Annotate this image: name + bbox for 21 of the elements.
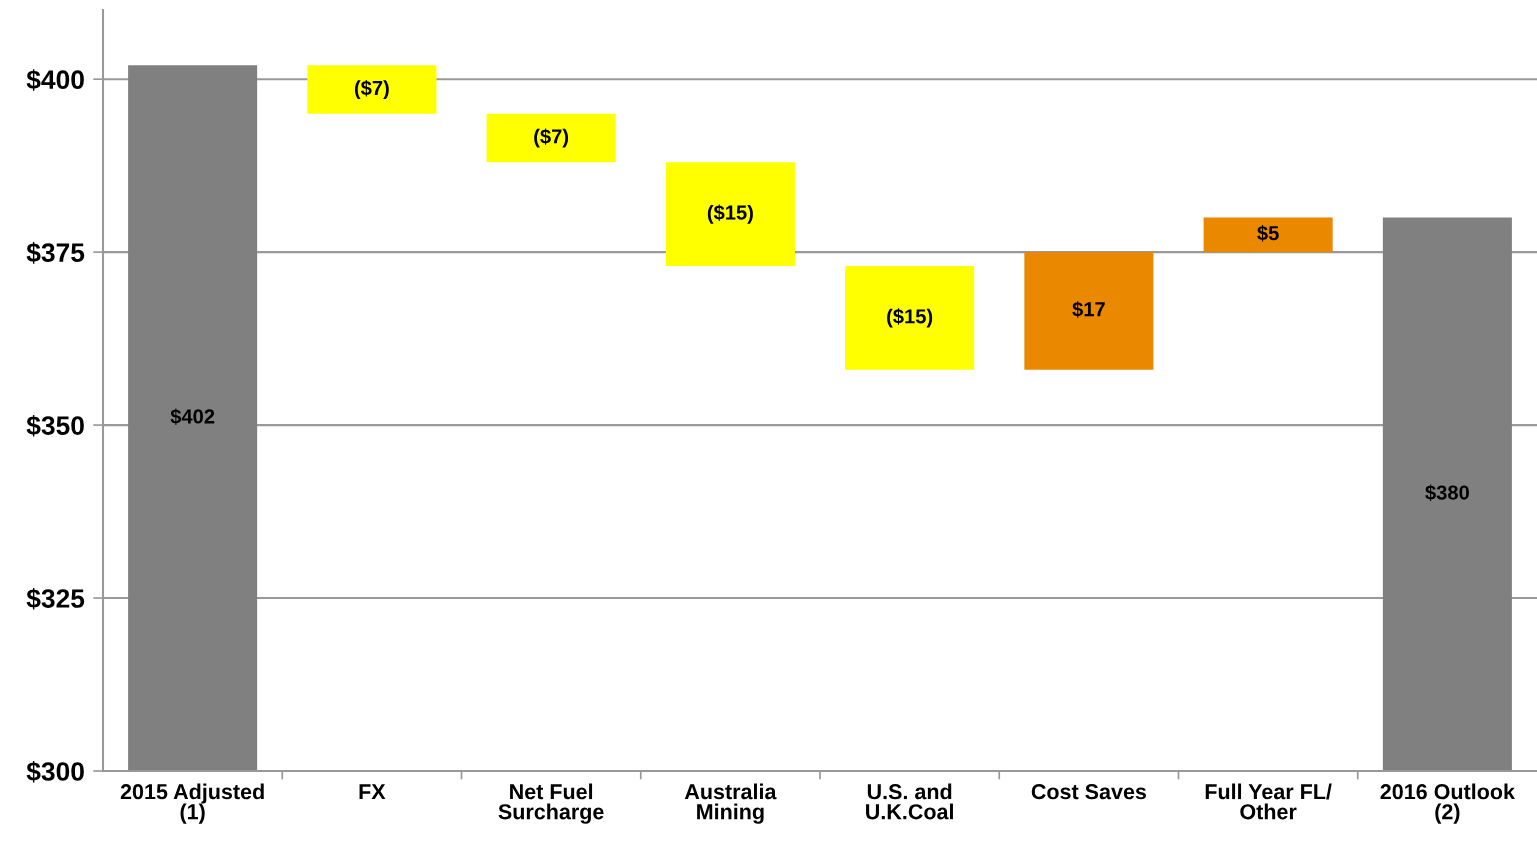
x-tick-label: Full Year FL/ Other xyxy=(1205,783,1332,820)
x-tick-label: U.S. and U.K.Coal xyxy=(866,783,953,820)
x-tick-label: Net Fuel Surcharge xyxy=(498,783,604,824)
data-label: ($7) xyxy=(534,128,569,148)
data-label: $5 xyxy=(1257,225,1279,242)
data-label: $17 xyxy=(1072,301,1105,318)
y-tick-label: $350 xyxy=(26,415,84,437)
y-tick-label: $400 xyxy=(26,69,84,91)
x-tick-label: 2016 Outlook (2) xyxy=(1380,783,1515,824)
y-tick-label: $300 xyxy=(26,760,84,783)
x-tick-label: Australia Mining xyxy=(684,783,777,824)
x-tick-label: Cost Saves xyxy=(1031,784,1147,800)
x-tick-label: FX xyxy=(359,784,386,800)
x-tick-label: 2015 Adjusted (1) xyxy=(120,783,264,824)
data-label: ($15) xyxy=(887,308,933,328)
y-tick-label: $325 xyxy=(26,588,85,610)
data-label: $402 xyxy=(170,408,215,425)
data-label: ($15) xyxy=(707,204,753,224)
data-label: $380 xyxy=(1425,484,1469,501)
data-label: ($7) xyxy=(354,80,389,100)
y-tick-label: $375 xyxy=(26,242,85,264)
